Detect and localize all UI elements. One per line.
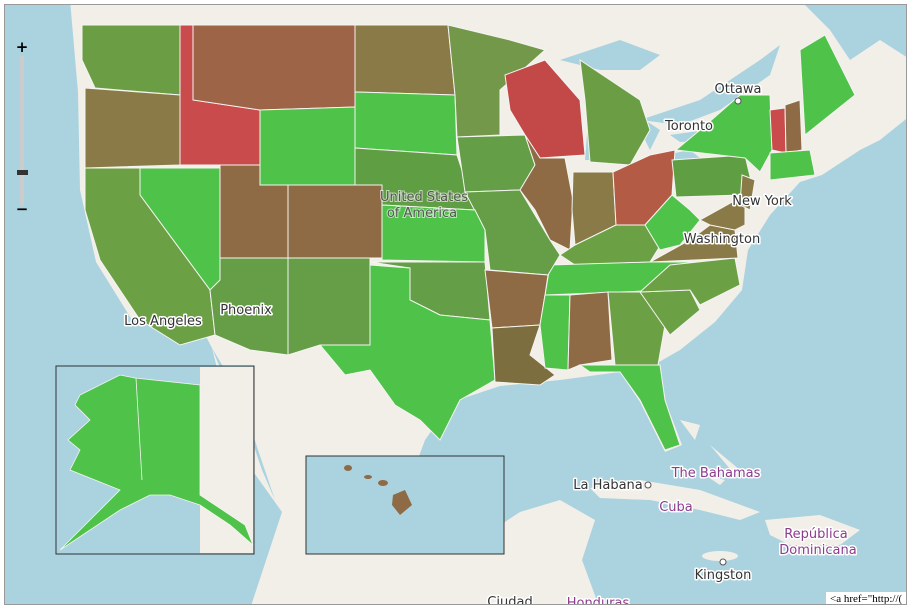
zoom-thumb[interactable] (17, 170, 28, 175)
state (354, 24, 456, 96)
state (464, 189, 561, 276)
attribution-box (826, 592, 907, 605)
place-label: Washington (684, 232, 760, 247)
state (784, 99, 803, 154)
city-dot (719, 558, 727, 566)
state (84, 87, 181, 169)
place-label: Ottawa (715, 82, 762, 97)
place-label: Toronto (664, 119, 713, 134)
place-label: Phoenix (220, 303, 272, 318)
state (539, 294, 571, 371)
zoom-in[interactable]: + (16, 38, 29, 56)
cuba (590, 480, 760, 520)
state (769, 107, 787, 154)
hispaniola (765, 515, 860, 545)
zoom-out[interactable]: − (16, 200, 29, 218)
state (769, 149, 816, 181)
city-dot (644, 481, 652, 489)
country-label: The Bahamas (671, 466, 761, 481)
place-label: La Habana (573, 478, 643, 493)
state (354, 91, 458, 156)
state (698, 194, 746, 231)
gulf-of-california (212, 348, 275, 500)
country-label: United States (380, 190, 468, 205)
place-label: New York (732, 194, 792, 209)
country-label: Dominicana (779, 543, 856, 558)
state (287, 257, 371, 356)
state (192, 24, 356, 111)
state (671, 154, 753, 198)
zoom-control: + − (16, 38, 29, 218)
state (287, 184, 383, 259)
state (567, 291, 613, 371)
state (81, 24, 181, 96)
zoom-track (20, 56, 24, 206)
place-label: Los Angeles (124, 314, 202, 329)
country-label: Honduras (567, 596, 630, 609)
state (504, 59, 586, 159)
state (84, 167, 216, 346)
state (447, 24, 547, 138)
hudson-bay-area (804, 4, 907, 60)
state (739, 174, 756, 211)
state (607, 291, 666, 366)
state (638, 257, 741, 306)
jamaica (702, 551, 738, 561)
state (456, 134, 536, 193)
city-dot (734, 97, 742, 105)
country-label: Cuba (659, 500, 693, 515)
alaska-inset (55, 365, 255, 555)
place-label: Kingston (695, 568, 752, 583)
bahamas (680, 420, 740, 485)
state (519, 134, 574, 251)
place-label: Ciudad (487, 595, 532, 609)
great-lakes (560, 40, 780, 168)
map-frame (4, 4, 907, 605)
state (799, 34, 856, 136)
country-label: of America (387, 206, 457, 221)
state (578, 364, 681, 451)
hawaii-inset (305, 455, 505, 555)
country-label: República (784, 527, 848, 542)
state (259, 106, 356, 186)
state (484, 269, 549, 329)
attribution: <a href="http://( (830, 593, 903, 605)
